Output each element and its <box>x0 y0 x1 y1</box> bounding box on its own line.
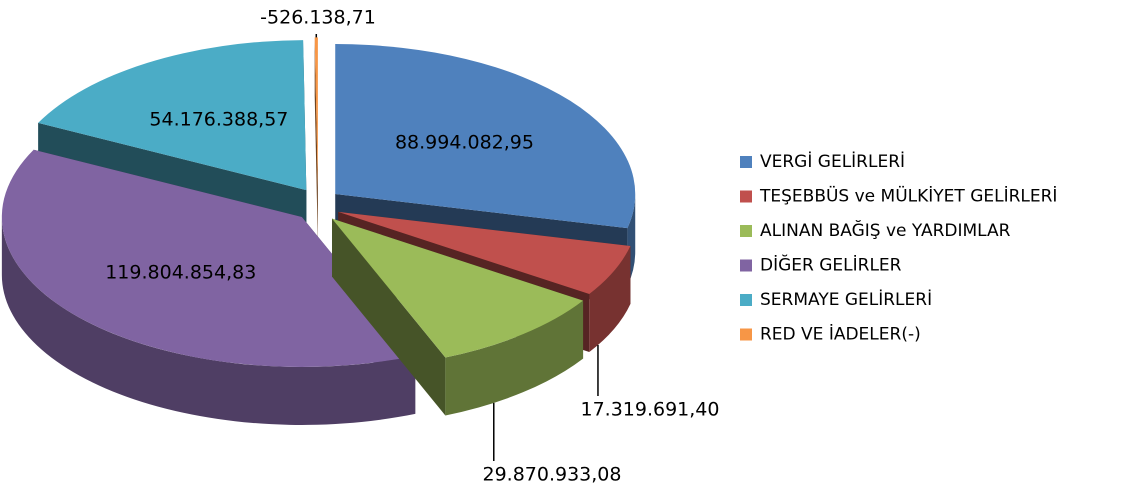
data-label: 54.176.388,57 <box>149 109 288 131</box>
slice-wall <box>1 216 416 425</box>
legend-swatch <box>740 156 752 168</box>
legend-label: VERGİ GELİRLERİ <box>760 151 905 172</box>
legend-swatch <box>740 190 752 203</box>
legend-label: DİĞER GELİRLER <box>760 254 902 276</box>
slice <box>338 211 631 295</box>
slice-group <box>314 37 318 246</box>
data-label: 88.994.082,95 <box>395 131 534 153</box>
slice-group <box>1 149 416 425</box>
legend-label: TEŞEBBÜS ve MÜLKİYET GELİRLERİ <box>759 185 1057 207</box>
slice-wall <box>445 300 584 416</box>
legend-swatch <box>740 294 752 306</box>
data-label: 119.804.854,83 <box>105 262 256 284</box>
slice <box>1 149 416 367</box>
data-label: 17.319.691,40 <box>580 399 719 421</box>
legend-swatch <box>740 259 752 272</box>
slice <box>331 218 584 358</box>
legend-swatch <box>740 225 752 237</box>
slice <box>335 44 636 229</box>
slice-group <box>331 218 584 416</box>
data-label: 29.870.933,08 <box>482 464 621 486</box>
slice-side-face <box>314 37 318 246</box>
legend-swatch <box>740 328 752 341</box>
slice-wall <box>589 245 631 353</box>
data-label: -526.138,71 <box>260 7 376 29</box>
slice <box>38 40 307 191</box>
slice-side-face <box>331 218 446 416</box>
slice <box>314 37 318 188</box>
legend-label: ALINAN BAĞIŞ ve YARDIMLAR <box>760 219 1011 241</box>
legend-label: SERMAYE GELİRLERİ <box>760 289 932 310</box>
legend-label: RED VE İADELER(-) <box>760 324 921 345</box>
